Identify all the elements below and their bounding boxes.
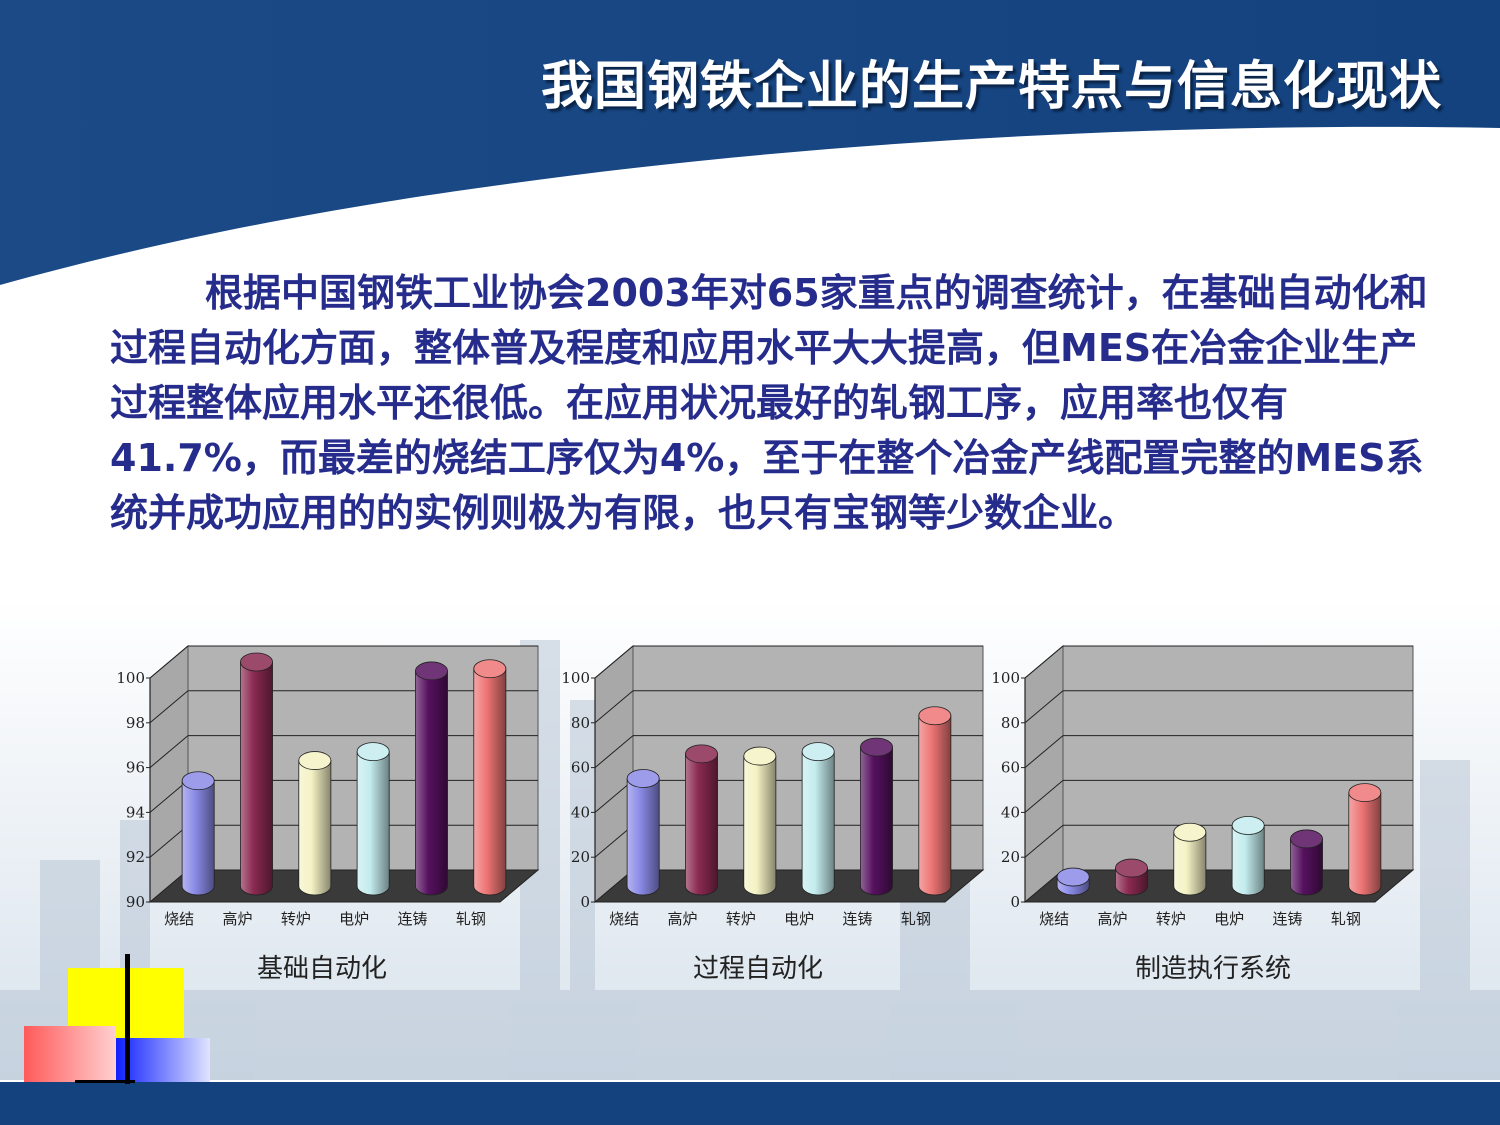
bar-5 [918, 715, 952, 896]
gridline [594, 690, 634, 724]
bar-top-4 [860, 737, 893, 757]
bar-3 [1231, 825, 1265, 896]
x-tick-label-0: 烧结 [609, 910, 639, 928]
x-tick-label-3: 电炉 [784, 910, 814, 928]
bar-4 [1290, 838, 1323, 896]
bar-top-5 [473, 659, 507, 679]
x-tick-label-3: 电炉 [1214, 910, 1244, 928]
x-tick-label-5: 轧钢 [1331, 910, 1361, 928]
bar-top-4 [1290, 829, 1323, 849]
x-tick-label-1: 高炉 [667, 910, 697, 928]
gridline [1024, 645, 1064, 679]
y-tick-label: 100 [561, 669, 590, 687]
chart-process-automation: 0 20 40 60 80 100 烧结 高炉 转炉 电炉 连铸 轧钢 [561, 644, 985, 928]
y-tick-label: 40 [1001, 803, 1020, 821]
bar-top-2 [1173, 822, 1207, 842]
gridline [149, 735, 189, 768]
gridline [149, 690, 189, 724]
chart-mes: 0 20 40 60 80 100 烧结 高炉 转炉 电炉 连铸 轧钢 [991, 644, 1415, 928]
x-tick-label-0: 烧结 [164, 910, 194, 928]
y-tick-label: 40 [571, 803, 590, 821]
x-tick-label-5: 轧钢 [901, 910, 931, 928]
y-tick-label: 96 [126, 759, 145, 777]
y-tick-label: 20 [1001, 848, 1020, 866]
chart-side-wall [1024, 644, 1064, 904]
chart-caption-mes: 制造执行系统 [1134, 954, 1291, 984]
x-tick-label-1: 高炉 [222, 910, 252, 928]
bar-top-0 [1056, 867, 1090, 887]
gridline [1024, 780, 1064, 813]
x-tick-label-4: 连铸 [1272, 910, 1302, 928]
x-tick-label-0: 烧结 [1039, 910, 1069, 928]
slide-title: 我国钢铁企业的生产特点与信息化现状 [540, 56, 1442, 117]
y-tick-label: 60 [571, 759, 590, 777]
bar-1 [685, 753, 718, 896]
bar-2 [743, 755, 777, 896]
bar-top-3 [356, 742, 390, 761]
bar-top-5 [1348, 783, 1382, 802]
gridline [594, 824, 634, 858]
y-tick-label: 20 [571, 848, 590, 866]
bar-0 [626, 778, 660, 896]
x-tick-label-5: 轧钢 [456, 910, 486, 928]
chart-caption-basic-automation: 基础自动化 [256, 954, 387, 984]
gridline [1024, 690, 1064, 724]
gridline [594, 780, 634, 813]
x-tick-label-4: 连铸 [397, 910, 427, 928]
x-tick-label-3: 电炉 [339, 910, 369, 928]
x-tick-label-2: 转炉 [726, 910, 756, 928]
bar-0 [181, 780, 215, 896]
bar-top-1 [685, 744, 718, 764]
bar-4 [860, 746, 893, 896]
chart-basic-automation: 90 92 94 96 98 100 烧结 高炉 转炉 电炉 连铸 轧钢 [116, 644, 540, 928]
bar-top-3 [801, 742, 835, 761]
bar-top-2 [743, 746, 777, 766]
y-tick-label: 98 [126, 714, 145, 732]
bar-top-0 [181, 771, 215, 791]
bar-top-1 [1115, 858, 1148, 878]
y-tick-label: 90 [126, 893, 145, 911]
y-tick-label: 0 [580, 893, 590, 911]
bar-top-4 [415, 661, 448, 681]
bar-top-0 [626, 769, 660, 788]
gridline [1024, 824, 1064, 858]
bar-top-1 [240, 652, 273, 672]
bar-1 [240, 661, 273, 896]
bar-top-2 [298, 751, 332, 770]
bar-top-5 [918, 706, 952, 726]
chart-caption-process-automation: 过程自动化 [692, 954, 823, 984]
y-tick-label: 80 [571, 714, 590, 732]
y-tick-label: 100 [116, 669, 145, 687]
gridline [149, 780, 189, 813]
gridline [594, 735, 634, 768]
x-tick-label-2: 转炉 [281, 910, 311, 928]
bar-4 [415, 670, 448, 896]
gridline [149, 824, 189, 858]
gridline [594, 645, 634, 679]
bar-5 [473, 668, 507, 896]
bar-top-3 [1231, 816, 1265, 835]
x-tick-label-2: 转炉 [1156, 910, 1186, 928]
bar-2 [1173, 831, 1207, 896]
bar-5 [1348, 792, 1382, 896]
body-paragraph: 根据中国钢铁工业协会2003年对65家重点的调查统计，在基础自动化和过程自动化方… [110, 271, 1428, 535]
bar-3 [356, 751, 390, 896]
x-tick-label-1: 高炉 [1097, 910, 1127, 928]
y-tick-label: 0 [1010, 893, 1020, 911]
gridline [1024, 735, 1064, 768]
y-tick-label: 92 [126, 848, 145, 866]
y-tick-label: 60 [1001, 759, 1020, 777]
bar-3 [801, 751, 835, 896]
x-tick-label-4: 连铸 [842, 910, 872, 928]
bar-2 [298, 760, 332, 896]
y-tick-label: 80 [1001, 714, 1020, 732]
y-tick-label: 100 [991, 669, 1020, 687]
gridline [149, 645, 189, 679]
y-tick-label: 94 [126, 803, 145, 821]
